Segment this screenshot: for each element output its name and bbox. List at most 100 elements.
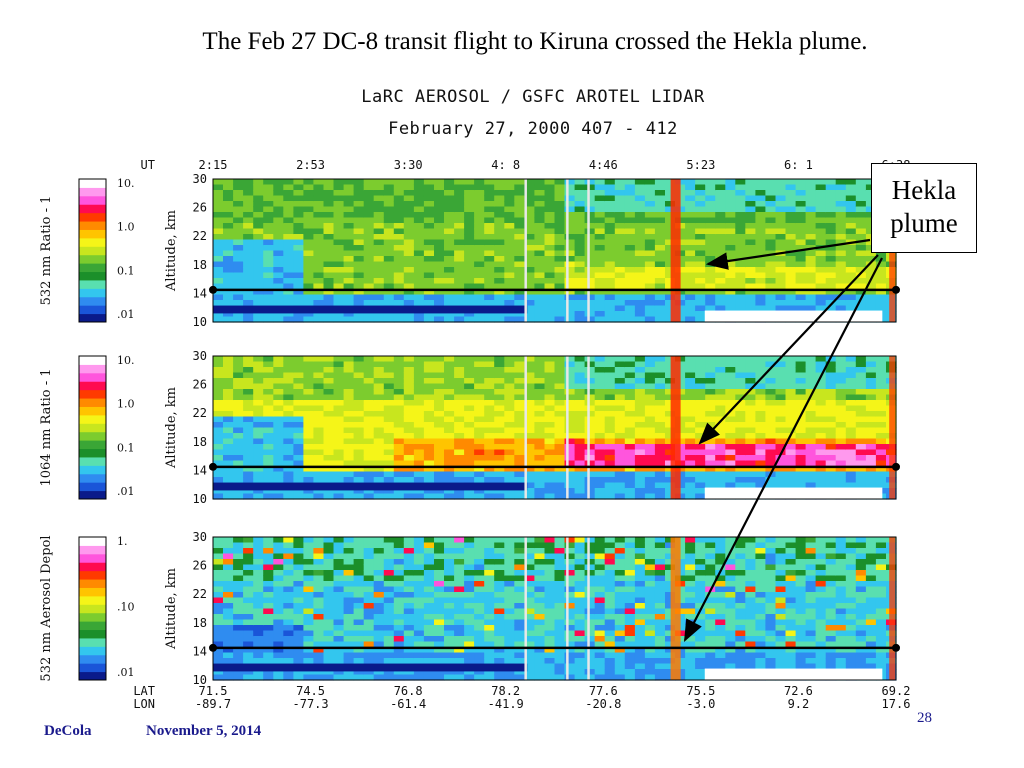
heatmap-cell xyxy=(624,405,636,412)
heatmap-cell xyxy=(604,630,616,637)
heatmap-cell xyxy=(614,300,626,307)
heatmap-cell xyxy=(654,652,666,659)
heatmap-cell xyxy=(785,294,797,301)
heatmap-cell xyxy=(313,559,324,566)
heatmap-cell xyxy=(685,228,696,235)
heatmap-cell xyxy=(423,608,435,615)
heatmap-cell xyxy=(875,422,887,429)
heatmap-cell xyxy=(765,405,776,412)
heatmap-cell xyxy=(644,652,656,659)
heatmap-cell xyxy=(444,367,455,374)
heatmap-cell xyxy=(333,184,345,191)
heatmap-cell xyxy=(795,289,807,296)
heatmap-cell xyxy=(534,195,545,202)
heatmap-cell xyxy=(604,378,616,385)
heatmap-cell xyxy=(474,537,485,544)
heatmap-cell xyxy=(815,289,827,296)
heatmap-cell xyxy=(363,559,375,566)
heatmap-cell xyxy=(273,674,284,681)
heatmap-cell xyxy=(534,234,545,241)
heatmap-cell xyxy=(444,427,455,434)
altitude-tick-label: 14 xyxy=(193,463,207,477)
heatmap-cell xyxy=(695,217,706,224)
heatmap-cell xyxy=(785,212,797,219)
heatmap-cell xyxy=(584,674,596,681)
heatmap-cell xyxy=(303,356,314,363)
heatmap-cell xyxy=(373,372,385,379)
heatmap-cell xyxy=(594,488,606,495)
heatmap-cell xyxy=(554,647,566,654)
heatmap-cell xyxy=(213,488,224,495)
heatmap-cell xyxy=(534,608,545,615)
heatmap-cell xyxy=(825,427,837,434)
heatmap-cell xyxy=(273,625,284,632)
heatmap-cell xyxy=(504,361,515,368)
heatmap-cell xyxy=(454,256,465,263)
heatmap-cell xyxy=(665,471,676,478)
heatmap-cell xyxy=(554,179,566,186)
heatmap-cell xyxy=(845,405,857,412)
heatmap-cell xyxy=(253,416,264,423)
heatmap-cell xyxy=(835,367,847,374)
heatmap-cell xyxy=(534,641,545,648)
heatmap-cell xyxy=(333,438,345,445)
heatmap-cell xyxy=(353,179,365,186)
heatmap-cell xyxy=(514,564,525,571)
heatmap-cell xyxy=(634,493,646,500)
heatmap-cell xyxy=(444,250,455,257)
heatmap-cell xyxy=(544,477,556,484)
heatmap-cell xyxy=(263,195,274,202)
heatmap-cell xyxy=(594,608,606,615)
heatmap-cell xyxy=(494,283,505,290)
heatmap-cell xyxy=(293,575,304,582)
heatmap-cell xyxy=(705,300,716,307)
heatmap-cell xyxy=(835,466,847,473)
heatmap-cell xyxy=(233,179,244,186)
heatmap-cell xyxy=(293,372,304,379)
heatmap-cell xyxy=(464,356,475,363)
heatmap-cell xyxy=(574,466,586,473)
heatmap-cell xyxy=(735,389,746,396)
heatmap-cell xyxy=(624,641,636,648)
heatmap-cell xyxy=(755,372,766,379)
heatmap-cell xyxy=(755,212,766,219)
heatmap-cell xyxy=(514,477,525,484)
heatmap-cell xyxy=(434,444,445,451)
heatmap-cell xyxy=(253,559,264,566)
heatmap-cell xyxy=(715,378,726,385)
heatmap-cell xyxy=(263,389,274,396)
heatmap-cell xyxy=(223,195,234,202)
heatmap-cell xyxy=(634,201,646,208)
heatmap-cell xyxy=(524,261,535,268)
heatmap-cell xyxy=(223,669,234,676)
heatmap-cell xyxy=(564,564,576,571)
heatmap-cell xyxy=(333,416,345,423)
heatmap-cell xyxy=(534,625,545,632)
heatmap-cell xyxy=(223,438,234,445)
heatmap-cell xyxy=(524,542,535,549)
heatmap-cell xyxy=(554,256,566,263)
heatmap-cell xyxy=(725,394,736,401)
heatmap-cell xyxy=(283,234,294,241)
heatmap-cell xyxy=(333,361,345,368)
heatmap-cell xyxy=(253,212,264,219)
heatmap-cell xyxy=(213,206,224,213)
heatmap-cell xyxy=(413,383,425,390)
y-axis-label: Altitude, km xyxy=(164,210,179,292)
heatmap-cell xyxy=(464,405,475,412)
heatmap-cell xyxy=(705,400,716,407)
heatmap-cell xyxy=(665,586,676,593)
heatmap-cell xyxy=(725,234,736,241)
heatmap-cell xyxy=(283,537,294,544)
heatmap-cell xyxy=(213,223,224,230)
heatmap-cell xyxy=(594,289,606,296)
heatmap-cell xyxy=(634,239,646,246)
heatmap-cell xyxy=(644,305,656,312)
heatmap-cell xyxy=(574,223,586,230)
heatmap-cell xyxy=(484,570,495,577)
heatmap-cell xyxy=(654,537,666,544)
heatmap-cell xyxy=(745,460,756,467)
heatmap-cell xyxy=(454,356,465,363)
heatmap-cell xyxy=(323,300,335,307)
heatmap-cell xyxy=(624,206,636,213)
